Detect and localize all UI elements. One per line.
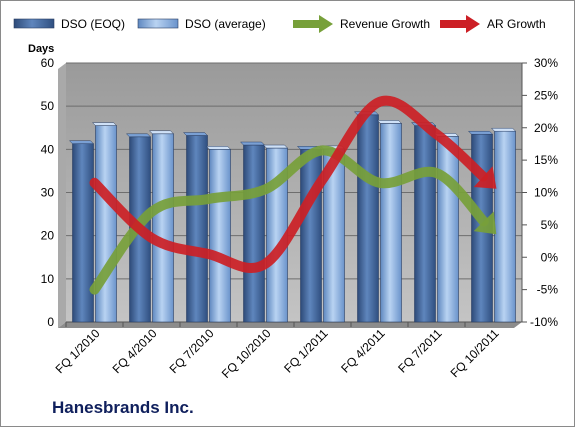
bar-dso-average xyxy=(95,125,117,323)
bar-dso-eoq xyxy=(243,144,265,323)
revenue-growth-arrowhead xyxy=(473,211,497,235)
bar-top xyxy=(91,122,118,126)
plot-side-wall xyxy=(58,63,66,328)
company-name: Hanesbrands Inc. xyxy=(52,398,194,417)
bar-top xyxy=(182,132,209,136)
bar-top xyxy=(376,120,403,124)
legend-arrowhead xyxy=(319,15,333,33)
y2-tick-label: 20% xyxy=(534,121,558,135)
bar-top xyxy=(467,130,494,135)
y2-tick-label: 15% xyxy=(534,153,558,167)
bar-dso-average xyxy=(152,133,174,323)
y-tick-label: 0 xyxy=(47,315,54,329)
bar-dso-eoq xyxy=(357,114,379,323)
bar-dso-eoq xyxy=(186,135,208,323)
y-tick-label: 40 xyxy=(41,142,55,156)
bar-top xyxy=(205,146,232,150)
bar-dso-eoq xyxy=(414,125,436,323)
y2-tick-label: 10% xyxy=(534,186,558,200)
legend-swatch-dso-average- xyxy=(137,18,179,29)
x-tick-label: FQ 1/2011 xyxy=(281,326,331,376)
legend-label-ar-growth: AR Growth xyxy=(487,17,546,31)
plot-floor xyxy=(58,322,522,328)
legend: DSO (EOQ) DSO (average) Revenue Growth AR G… xyxy=(13,15,546,33)
y-tick-label: 30 xyxy=(41,186,55,200)
y2-tick-label: -10% xyxy=(530,315,558,329)
plot-area: 0 10 20 30 40 50 60 -10% -5% 0% 5% 10% 15% 20% 25% 30% F… xyxy=(41,56,559,381)
x-tick-label: FQ 10/2010 xyxy=(219,326,274,381)
x-tick-label: FQ 4/2010 xyxy=(110,326,160,376)
bar-top xyxy=(68,140,95,144)
legend-label-dso-average-: DSO (average) xyxy=(185,17,266,31)
y2-tick-label: 30% xyxy=(534,56,558,70)
legend-label-revenue-growth: Revenue Growth xyxy=(340,17,430,31)
x-tick-label: FQ 7/2010 xyxy=(167,326,217,376)
legend-label-dso-eoq-: DSO (EOQ) xyxy=(61,17,125,31)
ar-growth-line xyxy=(89,95,489,273)
legend-swatch-dso-eoq- xyxy=(13,18,55,29)
y-tick-label: 60 xyxy=(41,56,55,70)
y2-tick-label: 5% xyxy=(541,218,559,232)
bar-dso-average xyxy=(494,130,516,323)
bar-dso-eoq xyxy=(300,149,322,323)
bar-dso-average xyxy=(209,149,231,323)
x-tick-label: FQ 4/2011 xyxy=(338,326,388,376)
bar-top xyxy=(239,141,266,146)
legend-arrowhead xyxy=(466,15,480,33)
y-axis-label: Days xyxy=(28,43,54,55)
bar-dso-average xyxy=(380,123,402,323)
bar-dso-average xyxy=(437,136,459,323)
x-tick-label: FQ 1/2010 xyxy=(53,326,103,376)
x-tick-label: FQ 10/2011 xyxy=(448,326,502,380)
y2-tick-label: 0% xyxy=(541,250,559,264)
bar-dso-eoq xyxy=(72,143,94,323)
bar-top xyxy=(148,130,175,135)
ar-growth-arrowhead xyxy=(473,166,497,189)
y2-tick-label: -5% xyxy=(537,283,559,297)
bar-top xyxy=(262,144,289,149)
y-tick-label: 10 xyxy=(41,272,55,286)
bar-top xyxy=(490,127,517,132)
y2-tick-label: 25% xyxy=(534,88,558,102)
revenue-growth-line xyxy=(89,145,489,295)
y-tick-label: 20 xyxy=(41,229,55,243)
x-tick-label: FQ 7/2011 xyxy=(395,326,445,376)
y-tick-label: 50 xyxy=(41,99,55,113)
bar-top xyxy=(125,133,152,138)
